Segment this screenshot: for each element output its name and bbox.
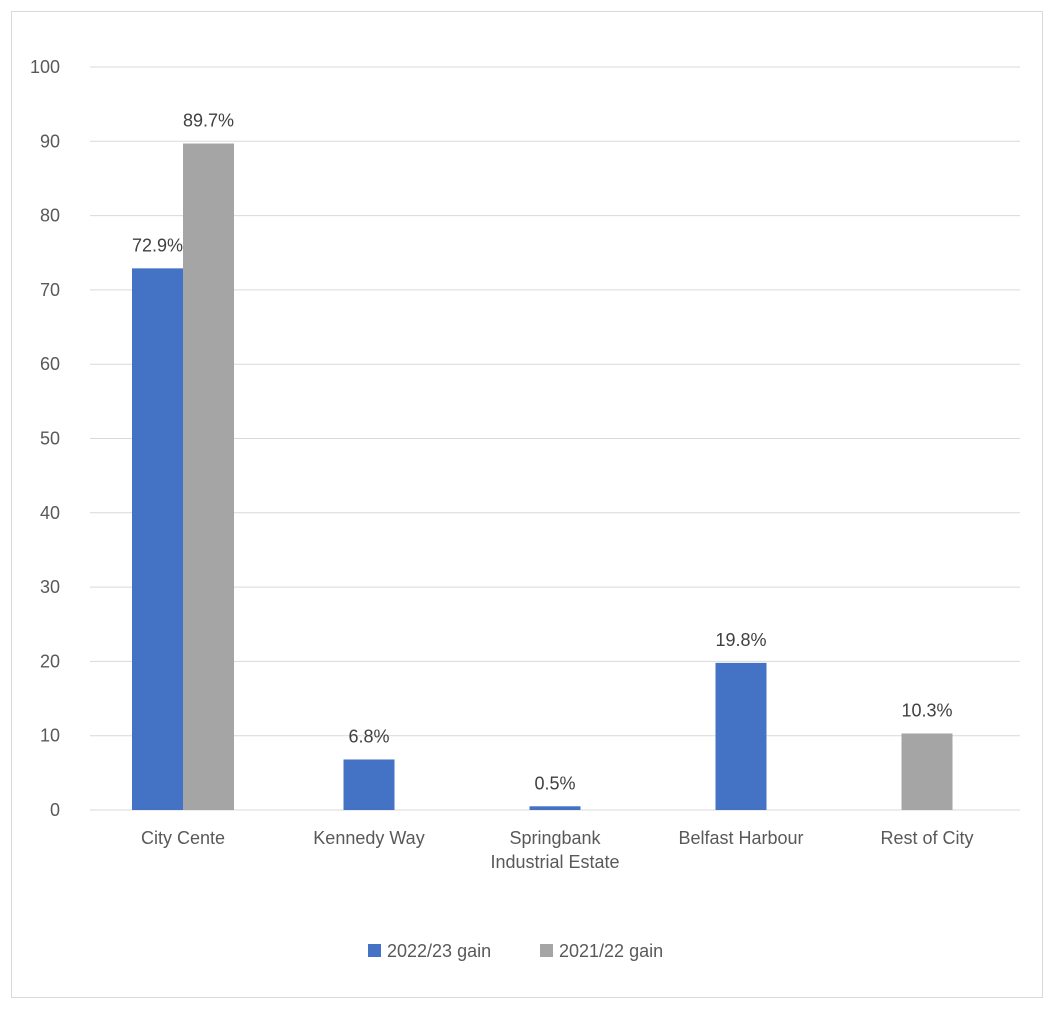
x-category-label: Belfast Harbour <box>678 828 803 848</box>
legend-label: 2021/22 gain <box>559 941 663 961</box>
y-tick-label: 50 <box>40 429 60 449</box>
bar <box>343 759 395 810</box>
bars <box>132 143 953 811</box>
data-label: 19.8% <box>715 630 766 650</box>
legend: 2022/23 gain 2021/22 gain <box>368 941 663 961</box>
y-tick-label: 90 <box>40 131 60 151</box>
bar <box>183 143 234 811</box>
gridlines <box>90 66 1020 811</box>
x-category-label: Rest of City <box>880 828 973 848</box>
y-tick-label: 10 <box>40 726 60 746</box>
bar <box>132 268 183 810</box>
y-tick-label: 0 <box>50 800 60 820</box>
y-tick-label: 70 <box>40 280 60 300</box>
y-axis-ticks: 0 10 20 30 40 50 60 70 80 90 100 <box>30 57 60 820</box>
y-tick-label: 30 <box>40 577 60 597</box>
x-axis-categories: City Cente Kennedy Way Springbank Industria… <box>141 828 974 872</box>
y-tick-label: 60 <box>40 354 60 374</box>
bar <box>529 806 581 810</box>
x-category-label: Kennedy Way <box>313 828 424 848</box>
chart-frame <box>11 11 1043 998</box>
data-label: 89.7% <box>183 111 234 131</box>
data-label: 72.9% <box>132 235 183 255</box>
data-label: 10.3% <box>901 700 952 720</box>
y-tick-label: 40 <box>40 503 60 523</box>
bar <box>715 662 767 810</box>
x-category-label: City Cente <box>141 828 225 848</box>
legend-swatch <box>540 944 553 957</box>
data-label: 6.8% <box>348 726 389 746</box>
y-tick-label: 80 <box>40 206 60 226</box>
x-category-label: Springbank Industrial Estate <box>490 828 619 872</box>
data-labels: 72.9% 89.7% 6.8% 0.5% 19.8% 10.3% <box>132 111 953 794</box>
y-tick-label: 100 <box>30 57 60 77</box>
legend-swatch <box>368 944 381 957</box>
y-tick-label: 20 <box>40 651 60 671</box>
bar <box>901 733 953 810</box>
legend-label: 2022/23 gain <box>387 941 491 961</box>
data-label: 0.5% <box>534 773 575 793</box>
